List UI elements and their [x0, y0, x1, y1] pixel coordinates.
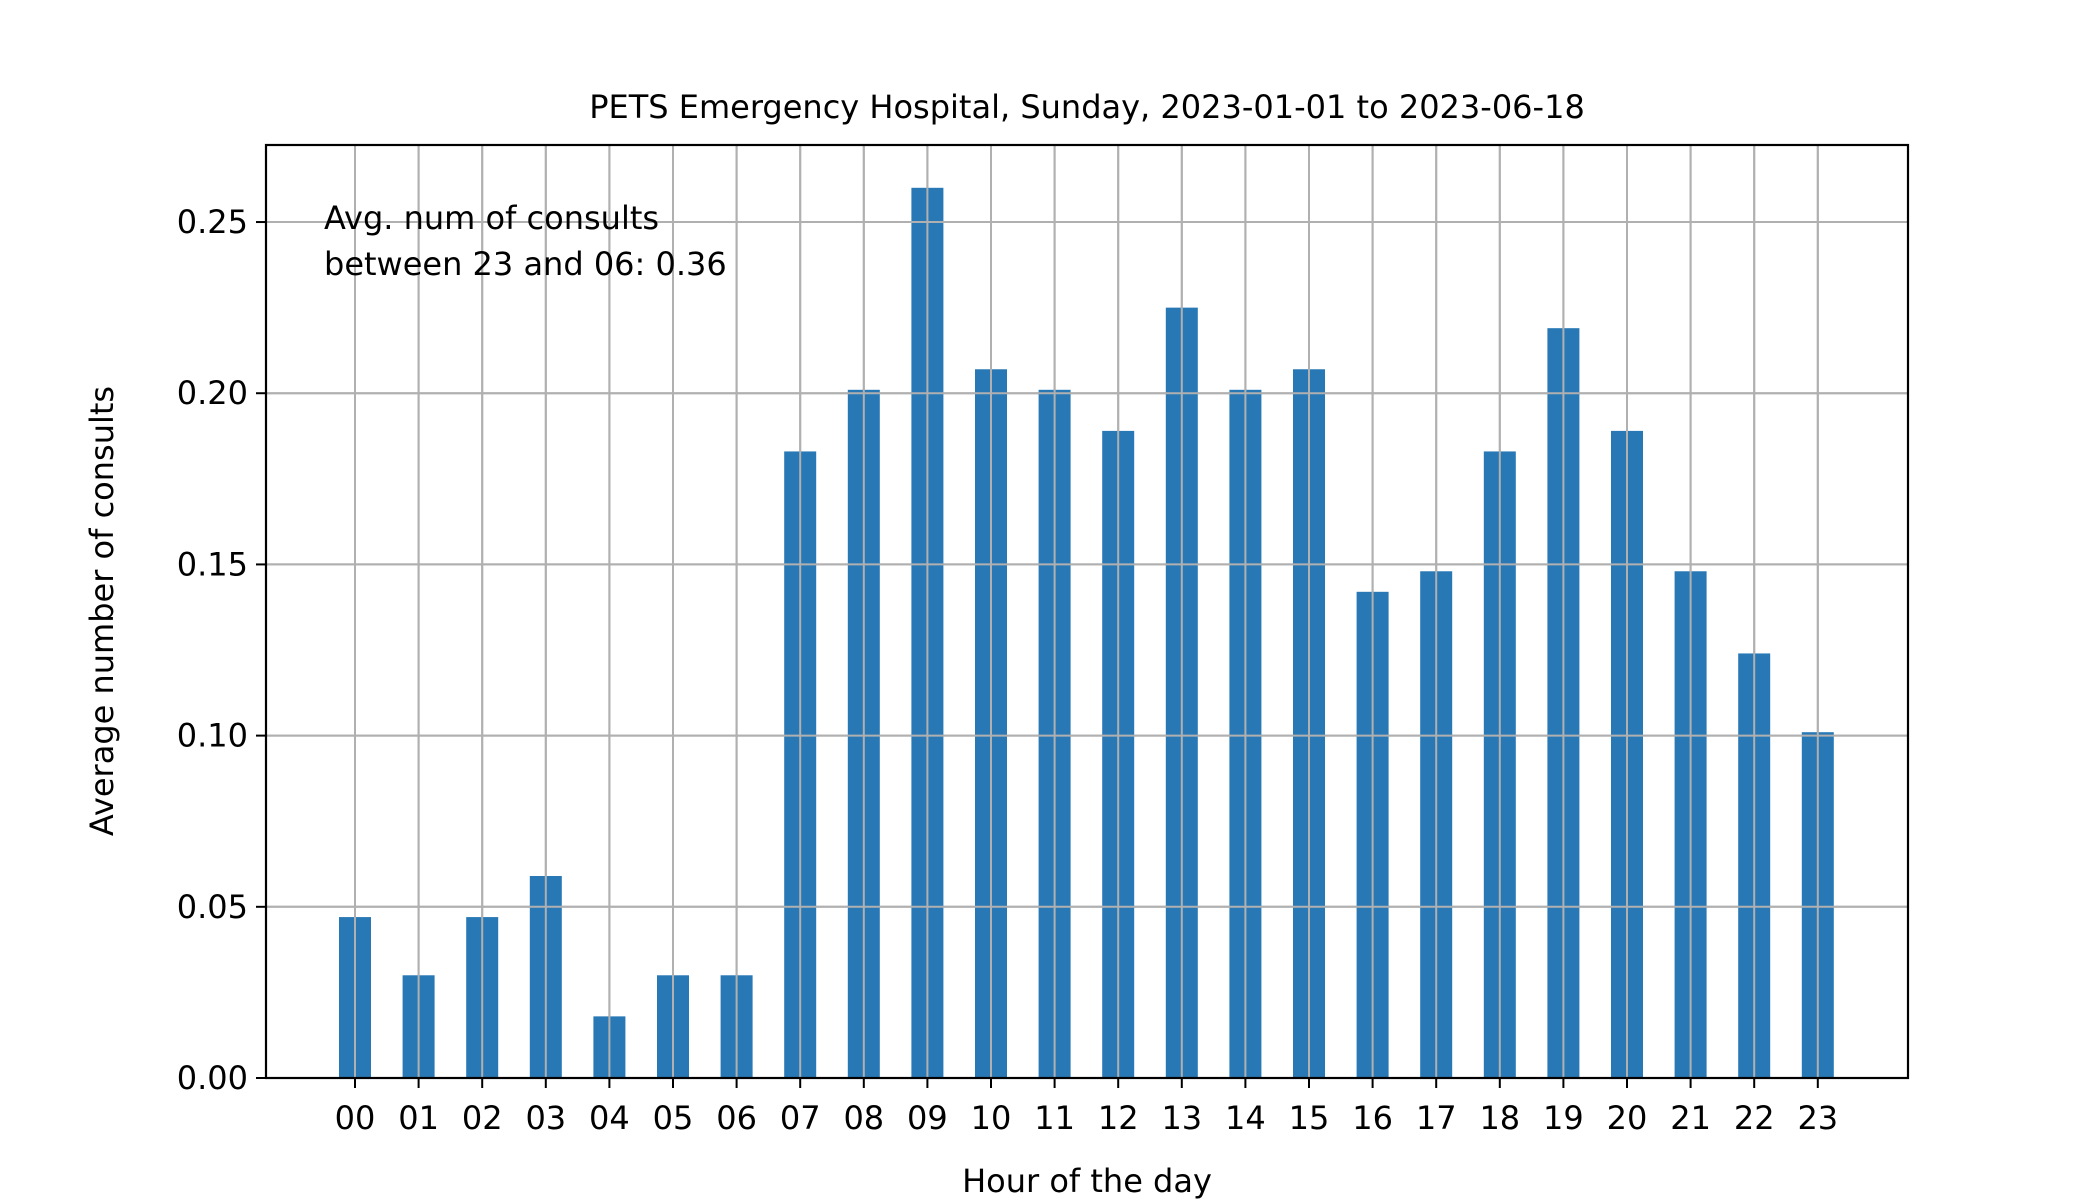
y-tick-label: 0.20 [177, 374, 248, 412]
plot-frame [264, 143, 1910, 1080]
x-tick-label: 13 [1161, 1099, 1202, 1137]
y-tick-label: 0.15 [177, 545, 248, 583]
x-tick-label: 11 [1034, 1099, 1075, 1137]
x-tick-label: 10 [971, 1099, 1012, 1137]
x-tick-label: 19 [1543, 1099, 1584, 1137]
y-tick-label: 0.25 [177, 203, 248, 241]
grid-lines-overlay [266, 145, 1908, 1079]
x-tick-label: 00 [335, 1099, 376, 1137]
x-tick-label: 22 [1734, 1099, 1775, 1137]
x-tick-label: 01 [398, 1099, 439, 1137]
x-tick-label: 04 [589, 1099, 630, 1137]
annotation-line-1: Avg. num of consults [324, 199, 659, 237]
x-tick-label: 23 [1797, 1099, 1838, 1137]
x-tick-label: 09 [907, 1099, 948, 1137]
y-axis-label: Average number of consults [83, 386, 121, 836]
x-tick-label: 05 [653, 1099, 694, 1137]
x-tick-label: 08 [843, 1099, 884, 1137]
x-tick-label: 20 [1607, 1099, 1648, 1137]
annotation-line-2: between 23 and 06: 0.36 [324, 245, 727, 283]
y-tick-label: 0.10 [177, 717, 248, 755]
y-tick-label: 0.05 [177, 888, 248, 926]
x-tick-label: 14 [1225, 1099, 1266, 1137]
x-tick-label: 12 [1098, 1099, 1139, 1137]
x-tick-label: 18 [1479, 1099, 1520, 1137]
x-axis-label: Hour of the day [962, 1162, 1212, 1200]
x-tick-label: 06 [716, 1099, 757, 1137]
x-tick-label: 07 [780, 1099, 821, 1137]
x-tick-label: 16 [1352, 1099, 1393, 1137]
chart-title: PETS Emergency Hospital, Sunday, 2023-01… [589, 88, 1585, 126]
x-tick-label: 02 [462, 1099, 503, 1137]
x-tick-label: 17 [1416, 1099, 1457, 1137]
x-tick-label: 03 [525, 1099, 566, 1137]
axis-ticks: 0.00 0.05 0.10 0.15 0.20 0.25 00 01 02 03 04 05 06 07… [177, 203, 1838, 1137]
y-tick-label: 0.00 [177, 1059, 248, 1097]
x-tick-label: 21 [1670, 1099, 1711, 1137]
x-tick-label: 15 [1289, 1099, 1330, 1137]
